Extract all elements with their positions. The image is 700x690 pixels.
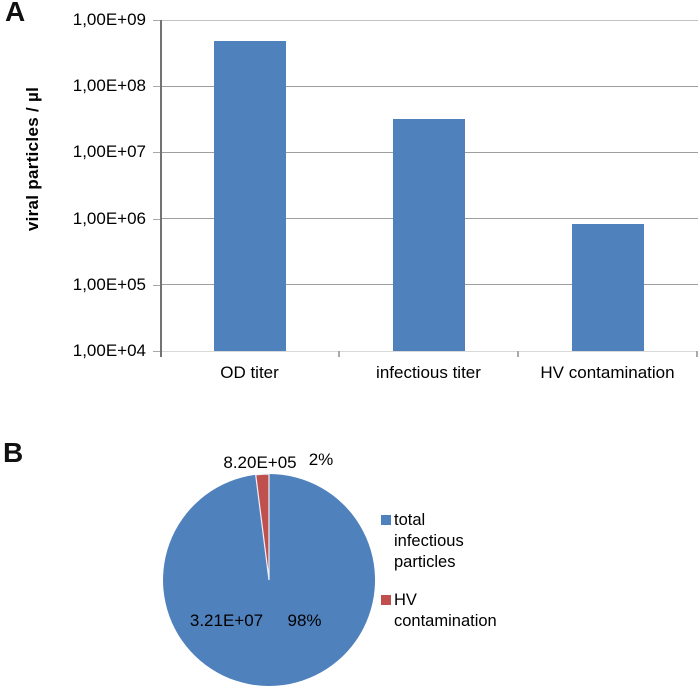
bar-chart-category-tick bbox=[517, 351, 519, 357]
bar-chart-category-tick bbox=[696, 351, 698, 357]
legend-item-total-infectious-particles: total infectious particles bbox=[381, 510, 464, 573]
bar-chart-bar bbox=[213, 41, 286, 351]
bar-chart-y-tick-mark bbox=[153, 20, 160, 21]
bar-chart-y-tick-mark bbox=[153, 218, 160, 220]
bar-chart-y-tick-mark bbox=[153, 351, 160, 352]
legend-swatch-red bbox=[381, 595, 391, 605]
legend-swatch-blue bbox=[381, 515, 391, 525]
bar-chart-y-axis-line bbox=[160, 20, 162, 357]
panel-a-label: A bbox=[5, 0, 26, 27]
pie-data-label-total-value: 3.21E+07 bbox=[189, 611, 264, 630]
bar-chart-y-tick-label: 1,00E+08 bbox=[72, 76, 146, 96]
pie-chart bbox=[163, 473, 376, 686]
bar-chart-y-tick-label: 1,00E+09 bbox=[72, 10, 146, 29]
legend-item-hv-contamination: HV contamination bbox=[381, 590, 497, 632]
legend-label: HV contamination bbox=[394, 591, 497, 630]
bar-chart-y-tick-label: 1,00E+04 bbox=[72, 341, 146, 360]
bar-chart-x-tick-label: HV contamination bbox=[540, 363, 675, 382]
pie-data-label-hv-percent: 2% bbox=[308, 450, 334, 469]
bar-chart-y-tick-label: 1,00E+05 bbox=[72, 274, 146, 294]
bar-chart-gridline bbox=[160, 85, 698, 87]
bar-chart-y-tick-mark bbox=[153, 86, 160, 88]
bar-chart-category-tick bbox=[338, 351, 340, 357]
bar-chart-y-tick-mark bbox=[153, 152, 160, 154]
legend-label: total infectious particles bbox=[394, 511, 464, 571]
panel-b-label: B bbox=[3, 437, 24, 468]
bar-chart-x-tick-label: OD titer bbox=[220, 363, 279, 382]
bar-chart-y-tick-mark bbox=[153, 284, 160, 286]
pie-data-label-total-percent: 98% bbox=[287, 611, 322, 630]
bar-chart-x-tick-label: infectious titer bbox=[376, 363, 481, 382]
bar-chart-gridline bbox=[160, 350, 698, 352]
bar-chart-y-tick-label: 1,00E+07 bbox=[72, 142, 146, 162]
bar-chart-bar bbox=[571, 224, 644, 351]
pie-slice-hv-contamination bbox=[255, 473, 270, 581]
pie-data-label-hv-value: 8.20E+05 bbox=[223, 453, 297, 472]
bar-chart-y-tick-label: 1,00E+06 bbox=[72, 208, 146, 228]
bar-chart-gridline bbox=[160, 19, 698, 21]
bar-chart-bar bbox=[392, 118, 465, 351]
